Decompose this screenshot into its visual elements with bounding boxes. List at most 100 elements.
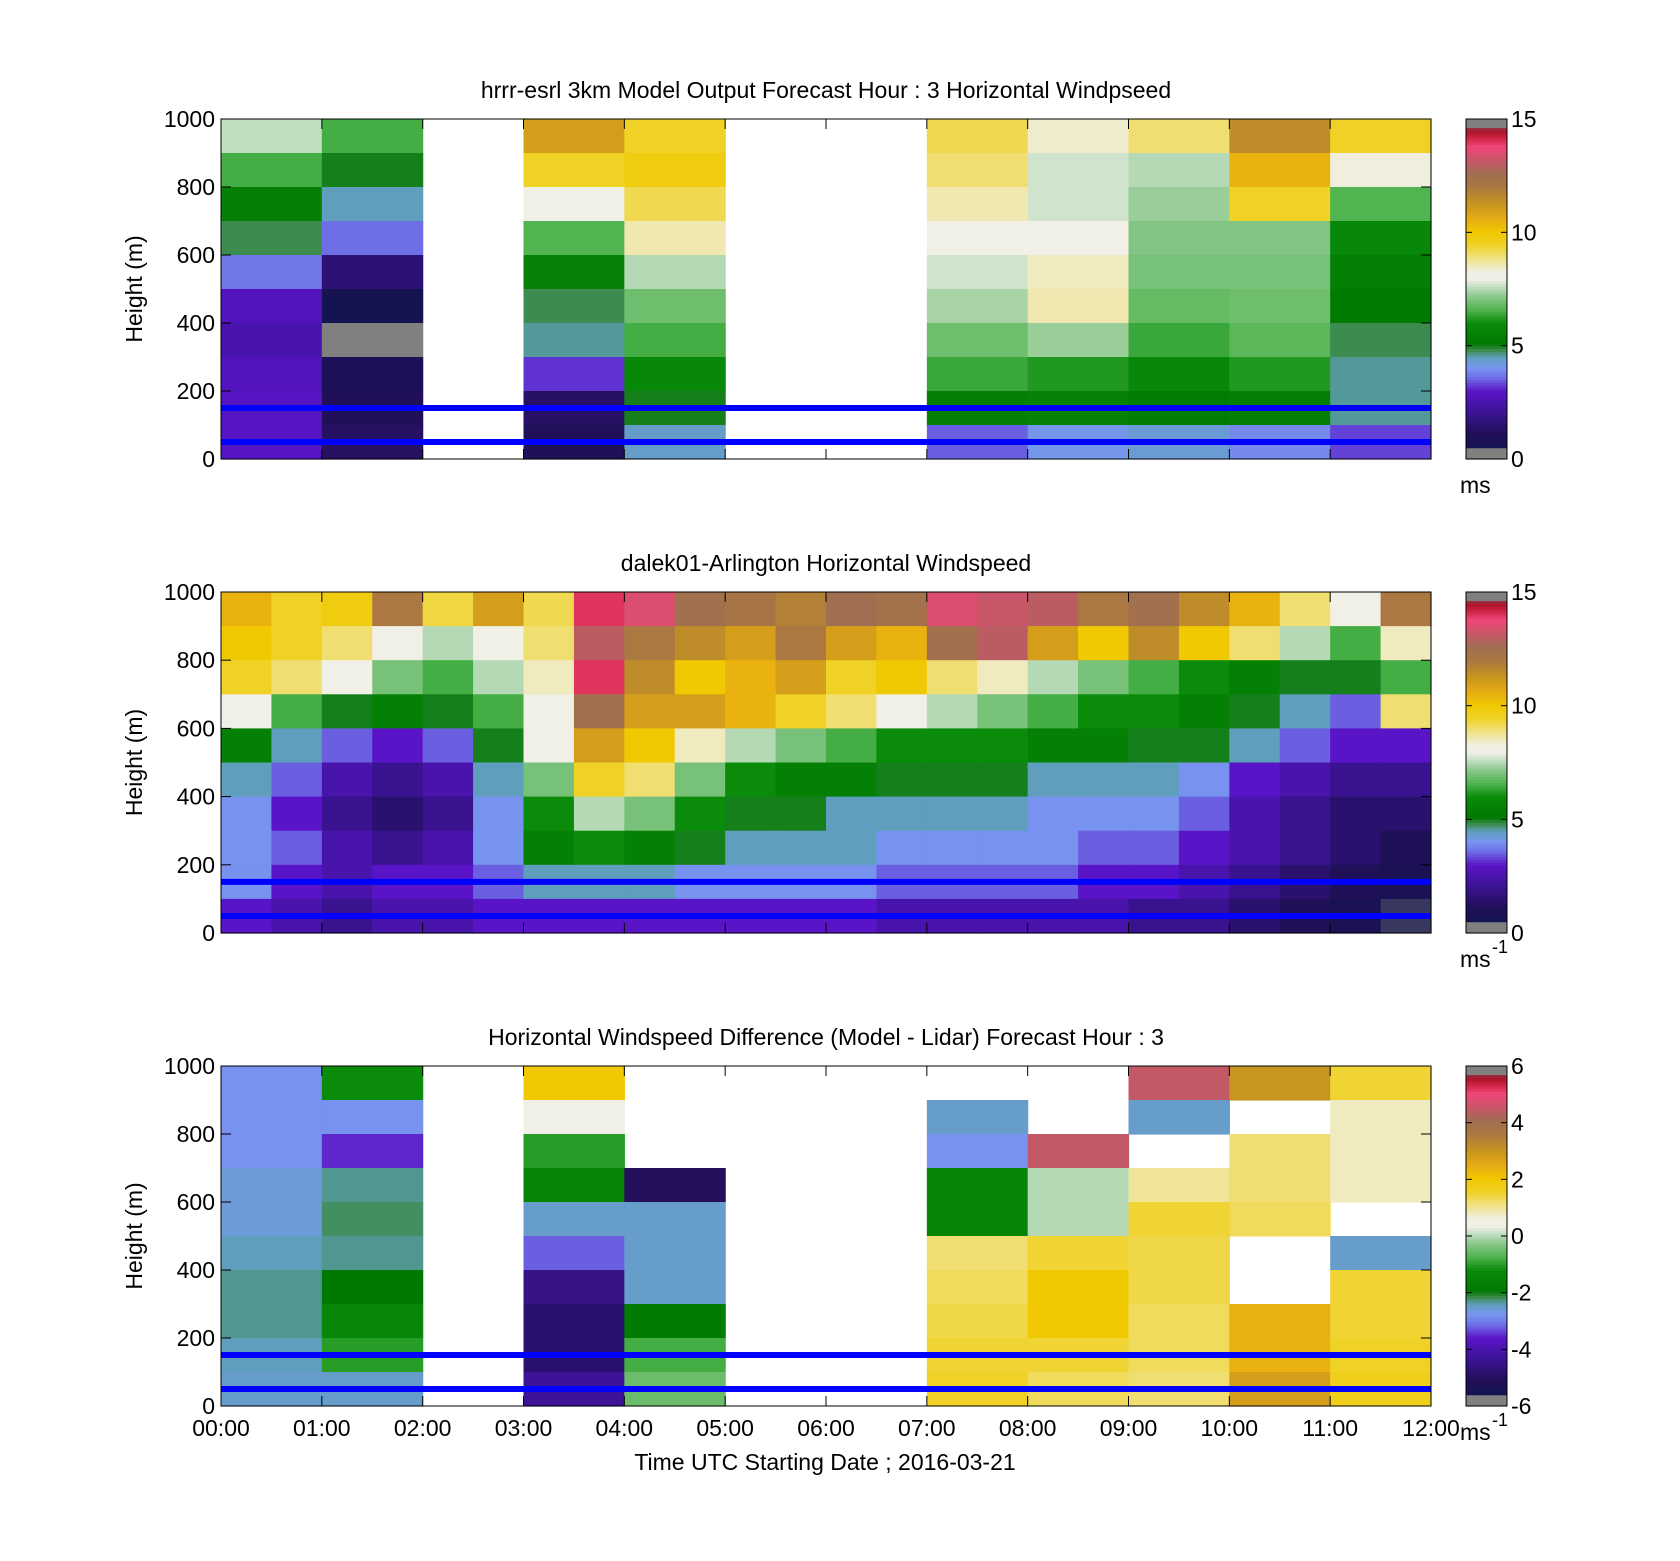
colorbar-segment [1466,300,1507,304]
heatmap-cell [523,221,625,256]
heatmap-cell [1027,1202,1130,1237]
heatmap-cell [1128,1270,1230,1305]
colorbar-segment [1466,388,1507,392]
heatmap-cell [372,796,424,832]
colorbar-tick-label: -2 [1511,1280,1531,1306]
colorbar-segment [1466,1389,1507,1393]
colorbar-segment [1466,439,1507,443]
colorbar-segment [1466,269,1507,273]
colorbar-segment [1466,1196,1507,1200]
heatmap-cell [221,1100,323,1135]
colorbar-segment [1466,867,1507,872]
heatmap-cell [1229,1304,1331,1339]
colorbar-segment [1466,442,1507,446]
y-tick-label: 200 [177,378,215,404]
heatmap-cell [926,1134,1029,1169]
colorbar-segment [1466,850,1507,855]
heatmap-cell [321,255,424,290]
heatmap-cell [725,762,777,798]
heatmap-cell [573,728,625,764]
heatmap-cell [221,694,273,729]
colorbar-segment [1466,756,1507,761]
heatmap-cell [674,592,726,627]
colorbar-segment [1466,1304,1507,1308]
heatmap-cell [1078,762,1130,798]
heatmap-cell [1078,796,1130,832]
colorbar-segment [1466,1346,1507,1350]
heatmap-cell [473,694,525,729]
heatmap-cell [1279,796,1331,832]
heatmap-cell [977,660,1029,695]
heatmap-cell [523,694,575,729]
colorbar-segment [1466,1332,1507,1336]
heatmap-cell [221,592,273,627]
colorbar-segment [1466,170,1507,174]
colorbar-segment [1466,836,1507,840]
heatmap-cell [523,153,625,188]
colorbar-segment [1466,1292,1507,1297]
heatmap-cell [221,728,273,764]
heatmap-cell [1027,592,1079,627]
colorbar-segment [1466,192,1507,197]
heatmap-cell [977,694,1029,729]
x-axis-label: Time UTC Starting Date ; 2016-03-21 [634,1449,1015,1475]
colorbar-segment [1466,320,1507,324]
colorbar-segment [1466,1080,1507,1084]
heatmap-cell [1330,1134,1432,1169]
colorbar-segment [1466,773,1507,778]
heatmap-cell [1330,796,1382,832]
colorbar-tick-label: 0 [1511,446,1524,472]
heatmap-cell [1128,1304,1230,1339]
heatmap-cell [1330,289,1432,324]
heatmap-cell [775,830,827,866]
heatmap-cell [624,187,726,222]
colorbar-segment [1466,133,1507,137]
colorbar-segment [1466,631,1507,636]
y-tick-label: 800 [177,1121,215,1147]
colorbar-segment [1466,1085,1507,1090]
colorbar-segment [1466,1159,1507,1163]
colorbar-segment [1466,859,1507,863]
panel-3: 0 200 400 600 800 1000 00:00 01:00 02:00 03:00 04:… [121,1024,1532,1475]
colorbar-segment [1466,405,1507,409]
heatmap-cell [876,728,928,764]
heatmap-cell [422,762,474,798]
colorbar-segment [1466,124,1507,129]
heatmap-cell [221,153,323,188]
colorbar-segment [1466,1207,1507,1212]
colorbar-segment [1466,1162,1507,1166]
colorbar-segment [1466,1066,1507,1070]
y-tick-label: 1000 [164,106,215,132]
colorbar-segment [1466,144,1507,148]
colorbar-segment [1466,884,1507,889]
heatmap-cell [1178,694,1230,729]
colorbar-segment [1466,246,1507,250]
heatmap-cell [1128,1202,1230,1237]
heatmap-cell [321,119,424,154]
heatmap-cell [1380,762,1432,798]
colorbar-segment [1466,195,1507,199]
heatmap-cell [221,323,323,358]
colorbar-segment [1466,297,1507,301]
colorbar-segment [1466,893,1507,897]
colorbar-segment [1466,283,1507,287]
colorbar-segment [1466,722,1507,727]
colorbar-segment [1466,1119,1507,1124]
heatmap-cell [1229,187,1331,222]
colorbar-segment [1466,1349,1507,1353]
heatmap-cell [1229,119,1331,154]
colorbar-segment [1466,337,1507,341]
colorbar-segment [1466,779,1507,783]
heatmap-cell [271,830,323,866]
heatmap-cell [1178,592,1230,627]
colorbar-segment [1466,272,1507,276]
colorbar-segment [1466,365,1507,369]
heatmap-cell [674,694,726,729]
heatmap-cell [221,1236,323,1271]
heatmap-cell [523,830,575,866]
colorbar-segment [1466,853,1507,857]
colorbar-segment [1466,640,1507,644]
heatmap-cell [321,694,373,729]
heatmap-cell [321,728,373,764]
heatmap-cell [321,1134,424,1169]
